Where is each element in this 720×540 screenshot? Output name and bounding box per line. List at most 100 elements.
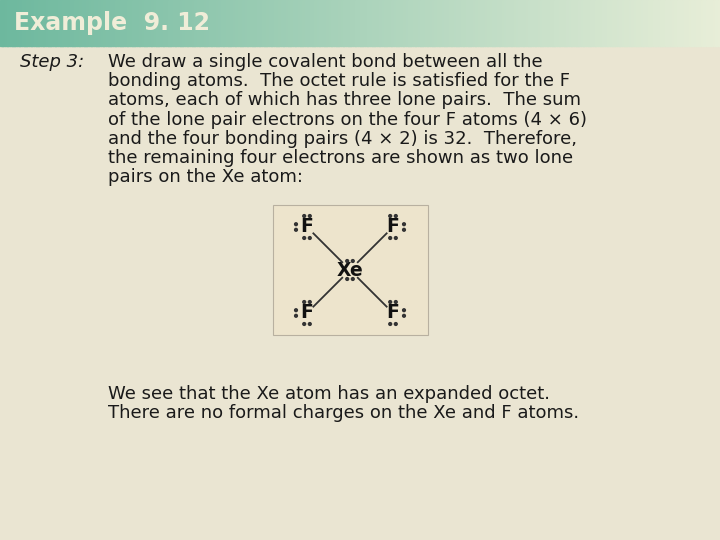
Circle shape [395,237,397,239]
Bar [283,0,286,46]
Bar [355,0,358,46]
Text: of the lone pair electrons on the four F atoms (4 × 6): of the lone pair electrons on the four F… [108,111,587,129]
Bar [549,0,552,46]
Bar [81,0,84,46]
Bar [670,0,672,46]
Bar [468,0,471,46]
Bar [516,0,519,46]
Bar [153,0,156,46]
Bar [492,0,495,46]
Bar [557,0,559,46]
Bar [418,0,420,46]
Circle shape [402,314,405,317]
Bar [405,0,408,46]
Bar [235,0,238,46]
Bar [106,0,109,46]
Bar [641,0,644,46]
Bar [279,0,282,46]
Circle shape [294,223,297,226]
Bar [639,0,642,46]
Bar [216,0,219,46]
Bar [437,0,440,46]
Bar [31,0,34,46]
Bar [576,0,579,46]
Bar [72,0,75,46]
Bar [449,0,451,46]
Bar [29,0,32,46]
Bar [362,0,365,46]
Bar [473,0,476,46]
Bar [144,0,147,46]
Text: Xe: Xe [337,260,364,280]
Bar [271,0,274,46]
Circle shape [389,214,392,218]
Bar [199,0,202,46]
Bar [665,0,667,46]
Bar [43,0,46,46]
Bar [254,0,257,46]
Bar [24,0,27,46]
Bar [225,0,228,46]
Text: the remaining four electrons are shown as two lone: the remaining four electrons are shown a… [108,149,573,167]
Bar [662,0,665,46]
Text: F: F [387,303,400,322]
Bar [513,0,516,46]
Bar [269,0,271,46]
Bar [463,0,466,46]
Bar [161,0,163,46]
Bar [691,0,694,46]
Bar [444,0,447,46]
Bar [58,0,60,46]
Bar [600,0,603,46]
Bar [22,0,24,46]
Bar [261,0,264,46]
Bar [547,0,550,46]
Bar [619,0,622,46]
Bar [307,0,310,46]
Bar [485,0,487,46]
Bar [331,0,334,46]
Circle shape [402,309,405,312]
Bar [336,0,339,46]
Bar [168,0,171,46]
Bar [367,0,370,46]
Bar [149,0,152,46]
Bar [209,0,212,46]
Bar [593,0,595,46]
Text: bonding atoms.  The octet rule is satisfied for the F: bonding atoms. The octet rule is satisfi… [108,72,570,90]
Text: Step 3:: Step 3: [20,53,84,71]
Bar [351,0,354,46]
Bar [475,0,478,46]
Text: atoms, each of which has three lone pairs.  The sum: atoms, each of which has three lone pair… [108,91,581,110]
Bar [487,0,490,46]
Bar [125,0,127,46]
Bar [470,0,473,46]
Bar [197,0,199,46]
Bar [374,0,377,46]
Bar [401,0,404,46]
Bar [408,0,411,46]
Bar [173,0,176,46]
Bar [682,0,685,46]
Bar [382,0,384,46]
Bar [672,0,675,46]
Text: F: F [387,218,400,237]
Bar [564,0,567,46]
Circle shape [351,260,354,262]
Bar [675,0,678,46]
Bar [266,0,269,46]
Bar [338,0,341,46]
Bar [495,0,498,46]
Bar [569,0,572,46]
Bar [240,0,243,46]
Bar [5,0,8,46]
Bar [264,0,267,46]
Circle shape [395,301,397,303]
Bar [384,0,387,46]
Bar [315,0,318,46]
Bar [585,0,588,46]
Bar [297,0,300,46]
Bar [2,0,5,46]
Bar [446,0,449,46]
Bar [718,0,720,46]
